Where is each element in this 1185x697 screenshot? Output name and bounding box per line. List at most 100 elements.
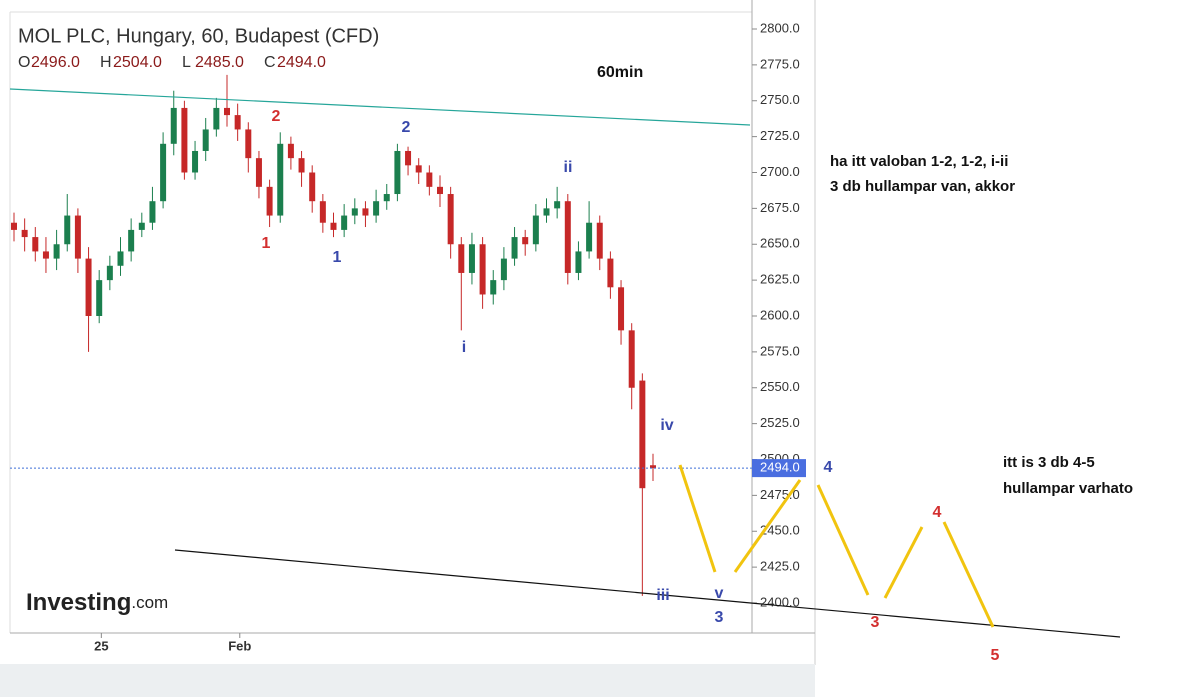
logo: Investing.com: [26, 589, 168, 616]
chart-title: MOL PLC, Hungary, 60, Budapest (CFD): [18, 25, 379, 47]
candle-body: [266, 186, 273, 216]
candle-body: [21, 229, 28, 238]
ohlc-key: O: [18, 54, 30, 71]
candle-body: [596, 222, 603, 259]
candle-body: [149, 201, 156, 223]
last-price-label: 2494.0: [760, 460, 800, 475]
wave-label: 1: [262, 235, 271, 252]
y-tick-label: 2700.0: [760, 164, 800, 179]
wave-label: iii: [656, 587, 669, 604]
ohlc-value: 2496.0: [31, 54, 80, 71]
candle-body: [437, 186, 443, 195]
trendline: [174, 549, 1121, 638]
ohlc-value: 2494.0: [277, 54, 326, 71]
candle-body: [245, 129, 252, 159]
candle-body: [447, 194, 454, 245]
wave-label: 1: [333, 249, 342, 266]
candle-body: [74, 215, 81, 259]
candle-body: [287, 143, 294, 159]
wave-label: 3: [871, 614, 880, 631]
ohlc-value: 2485.0: [195, 54, 244, 71]
wave-label: 2: [402, 119, 411, 136]
candle-body: [532, 215, 539, 245]
y-tick-label: 2550.0: [760, 379, 800, 394]
note: ha itt valoban 1-2, 1-2, i-ii: [830, 153, 1008, 170]
candle-body: [53, 244, 60, 259]
trendline: [9, 88, 751, 126]
projection-line: [816, 484, 870, 596]
y-tick-label: 2625.0: [760, 272, 800, 287]
candle-body: [415, 165, 422, 173]
note: hullampar varhato: [1003, 480, 1133, 497]
projection-line: [883, 526, 924, 599]
candle-body: [11, 222, 17, 230]
candle-body: [362, 208, 369, 216]
candle-body: [330, 222, 337, 230]
candle-body: [96, 280, 103, 316]
candle-body: [564, 201, 571, 273]
y-tick-label: 2675.0: [760, 200, 800, 215]
candle-body: [341, 215, 348, 230]
y-tick-label: 2575.0: [760, 343, 800, 358]
candle-body: [554, 201, 561, 209]
projection-line: [942, 521, 995, 628]
wave-label: 4: [933, 504, 942, 521]
candle-body: [309, 172, 316, 202]
note: itt is 3 db 4-5: [1003, 454, 1095, 471]
candle-body: [426, 172, 433, 187]
candle-body: [319, 201, 326, 223]
candle-body: [511, 237, 518, 259]
candle-body: [607, 258, 614, 288]
wave-label: 2: [272, 108, 281, 125]
candle-body: [586, 222, 593, 252]
y-tick-label: 2600.0: [760, 307, 800, 322]
candle-body: [32, 237, 39, 252]
candle-body: [500, 258, 507, 281]
candle-body: [85, 258, 92, 316]
candle-body: [213, 107, 220, 130]
candle-body: [106, 265, 113, 281]
y-tick-label: 2450.0: [760, 523, 800, 538]
wave-label: 5: [991, 647, 1000, 664]
candle-body: [468, 244, 475, 273]
y-tick-label: 2800.0: [760, 20, 800, 35]
ohlc-key: C: [264, 54, 276, 71]
candle-body: [383, 194, 390, 202]
y-tick-label: 2525.0: [760, 415, 800, 430]
candle-body: [64, 215, 71, 245]
candle-body: [394, 150, 401, 195]
candle-body: [192, 150, 199, 173]
ohlc-key: H: [100, 54, 112, 71]
plot: 2400.02425.02450.02475.02500.02525.02550…: [10, 20, 806, 653]
x-tick-label: Feb: [228, 638, 251, 653]
candle-body: [181, 107, 188, 173]
y-tick-label: 2750.0: [760, 92, 800, 107]
candle-body: [628, 330, 635, 388]
timeframe: 60min: [597, 64, 643, 81]
candle-body: [575, 251, 582, 273]
candle-body: [128, 229, 135, 252]
candle-body: [650, 465, 656, 469]
candle-body: [405, 150, 412, 166]
candle-body: [170, 107, 177, 144]
candle-body: [543, 208, 550, 216]
candle-body: [298, 158, 305, 173]
candle-body: [255, 158, 262, 187]
x-tick-label: 25: [94, 638, 108, 653]
candle-body: [373, 201, 380, 216]
toolbar: [0, 664, 815, 697]
y-tick-label: 2725.0: [760, 128, 800, 143]
candle-body: [224, 107, 230, 116]
projection-line: [733, 479, 802, 573]
candle-body: [117, 251, 124, 266]
wave-label: v: [715, 585, 724, 602]
ohlc-value: 2504.0: [113, 54, 162, 71]
y-tick-label: 2650.0: [760, 236, 800, 251]
y-tick-label: 2425.0: [760, 559, 800, 574]
candle-body: [42, 251, 49, 259]
y-tick-label: 2775.0: [760, 56, 800, 71]
ohlc-key: L: [182, 54, 191, 71]
wave-label: ii: [564, 159, 573, 176]
